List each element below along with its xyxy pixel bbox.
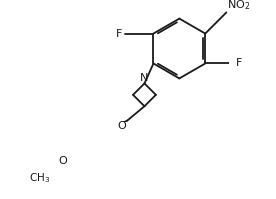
Text: N: N <box>140 73 149 83</box>
Text: O: O <box>59 156 67 166</box>
Text: CH$_3$: CH$_3$ <box>29 171 51 185</box>
Text: F: F <box>116 28 123 39</box>
Text: F: F <box>236 59 243 68</box>
Text: NO$_2$: NO$_2$ <box>227 0 251 12</box>
Text: O: O <box>118 121 126 131</box>
